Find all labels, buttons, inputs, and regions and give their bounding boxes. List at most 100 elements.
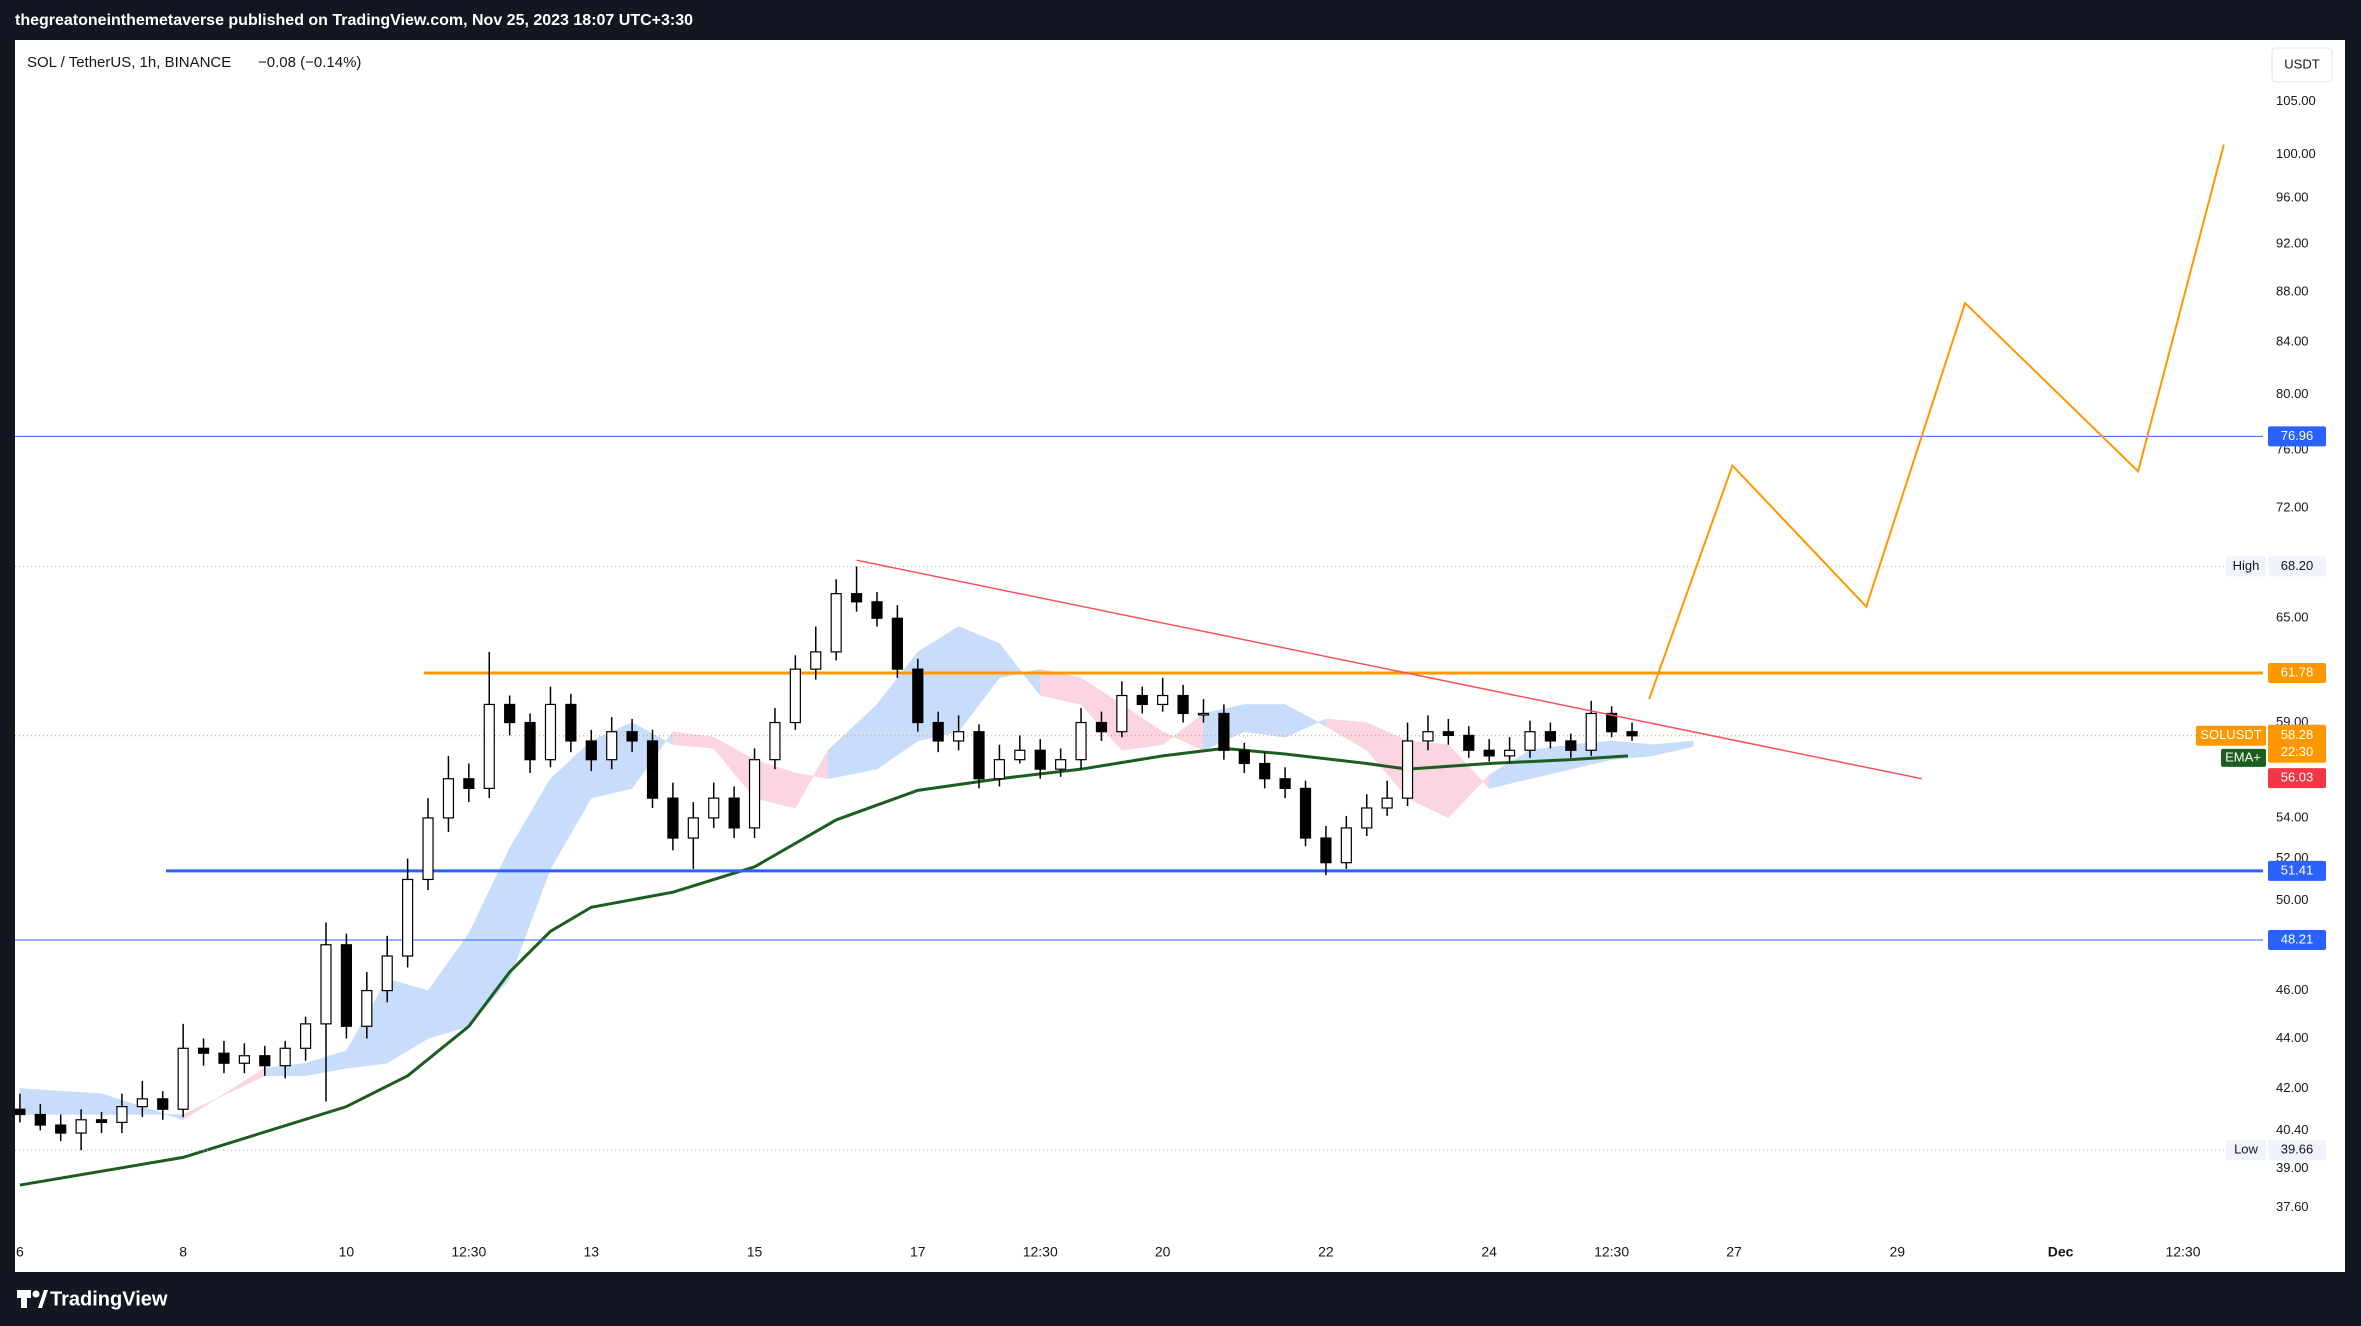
candle-body [1585,712,1597,751]
high-price-box [2268,556,2326,577]
candle-body [483,703,495,790]
x-tick-label: 8 [179,1244,187,1260]
candle-body [402,878,414,957]
candle-body [361,989,373,1027]
candle-body [1014,749,1026,761]
candle-body [912,668,924,724]
candle-body [1299,787,1312,839]
candle-body [1524,731,1536,751]
candle-body [1606,712,1618,733]
candle-body [504,703,516,724]
candle-body [1483,749,1495,757]
low-name-box [2226,1140,2266,1161]
candle-body [1422,731,1434,742]
candle-body [34,1113,46,1126]
candle-body [197,1047,210,1054]
candle-body [932,721,944,742]
last-price-box [2268,724,2326,763]
candle-body [15,1108,26,1116]
candle-body [381,955,393,992]
candle-body [340,944,353,1027]
candle-body [524,721,536,761]
candle-body [1503,749,1516,757]
ema-line [19,746,1629,1187]
logo-part [32,1290,40,1298]
x-tick-label: 27 [1726,1244,1742,1260]
y-tick-label: 40.40 [2276,1122,2309,1137]
axes: 105.00 100.00 96.00 92.00 88.00 84.00 80.00 76.… [16,93,2326,1260]
candle-body [1381,797,1393,809]
candle-body [973,731,985,780]
x-tick-label: 15 [747,1244,763,1260]
symbol-box [2196,725,2266,746]
candle-body [116,1106,128,1124]
level-price-box [2268,662,2326,683]
x-tick-label: 6 [16,1244,24,1260]
level-price-box [2268,930,2326,951]
logo [17,1290,48,1308]
candle-body [565,703,577,742]
y-tick-label: 54.00 [2276,809,2309,824]
symbol-label: SOLUSDT [2200,727,2261,742]
candle-body [667,797,679,839]
candle-body [1279,778,1291,790]
y-tick-label: 88.00 [2276,283,2309,298]
candle-body [830,593,842,653]
high-name-label: High [2233,558,2260,573]
candle-body [1565,740,1577,751]
candle-body [1034,749,1046,770]
brand[interactable]: TradingView [50,1288,168,1310]
candle-body [810,651,822,670]
candle-body [1401,740,1414,799]
candle-body [585,740,597,761]
chart-area [15,40,2345,1272]
candle-body [850,593,863,603]
candle-body [993,759,1006,780]
y-tick-label: 42.00 [2276,1080,2309,1095]
projection-path [1648,144,2225,700]
candle-body [1361,807,1373,829]
low-price-box [2268,1140,2326,1161]
y-tick-label: 92.00 [2276,236,2309,251]
y-tick-label: 84.00 [2276,334,2309,349]
candle-body [442,778,455,819]
candle-body [728,797,740,829]
candle-body [1197,712,1210,716]
legend-symbol: SOL / TetherUS, 1h, BINANCE [27,54,231,71]
x-tick-label: 17 [910,1244,926,1260]
x-tick-label: 10 [339,1244,355,1260]
level-price-box [2268,426,2326,447]
candle-body [544,703,557,761]
candle-body [1055,759,1067,770]
last-price-label: 58.28 [2281,727,2314,742]
low-name-label: Low [2234,1142,2258,1157]
candle-body [1075,721,1087,761]
x-tick-label: Dec [2048,1244,2074,1260]
candle-body [1544,731,1556,742]
candle-body [55,1124,67,1134]
currency-button[interactable] [2271,47,2333,83]
candle-body [606,731,618,761]
candle-body [1259,762,1271,780]
currency-button-label[interactable]: USDT [2284,56,2319,71]
candle-body [1218,712,1230,751]
high-price-label: 68.20 [2281,558,2314,573]
candle-body [177,1047,189,1110]
publisher: thegreatoneinthemetaverse published on T… [15,12,693,29]
candle-body [687,817,699,839]
ema-name-label: EMA+ [2225,749,2261,764]
candle-body [1095,721,1108,733]
y-tick-label: 65.00 [2276,610,2309,625]
y-tick-label: 80.00 [2276,386,2309,401]
candle-body [953,731,965,742]
high-name-box [2226,556,2266,577]
countdown-label: 22:30 [2281,744,2314,759]
y-tick-label: 46.00 [2276,982,2309,997]
legend-change: −0.08 (−0.14%) [258,54,361,71]
candle-body [157,1098,169,1110]
marker-price-label: 56.03 [2281,770,2314,785]
candle-body [463,778,475,790]
candle-body [1157,694,1169,706]
y-tick-label: 39.00 [2276,1160,2309,1175]
